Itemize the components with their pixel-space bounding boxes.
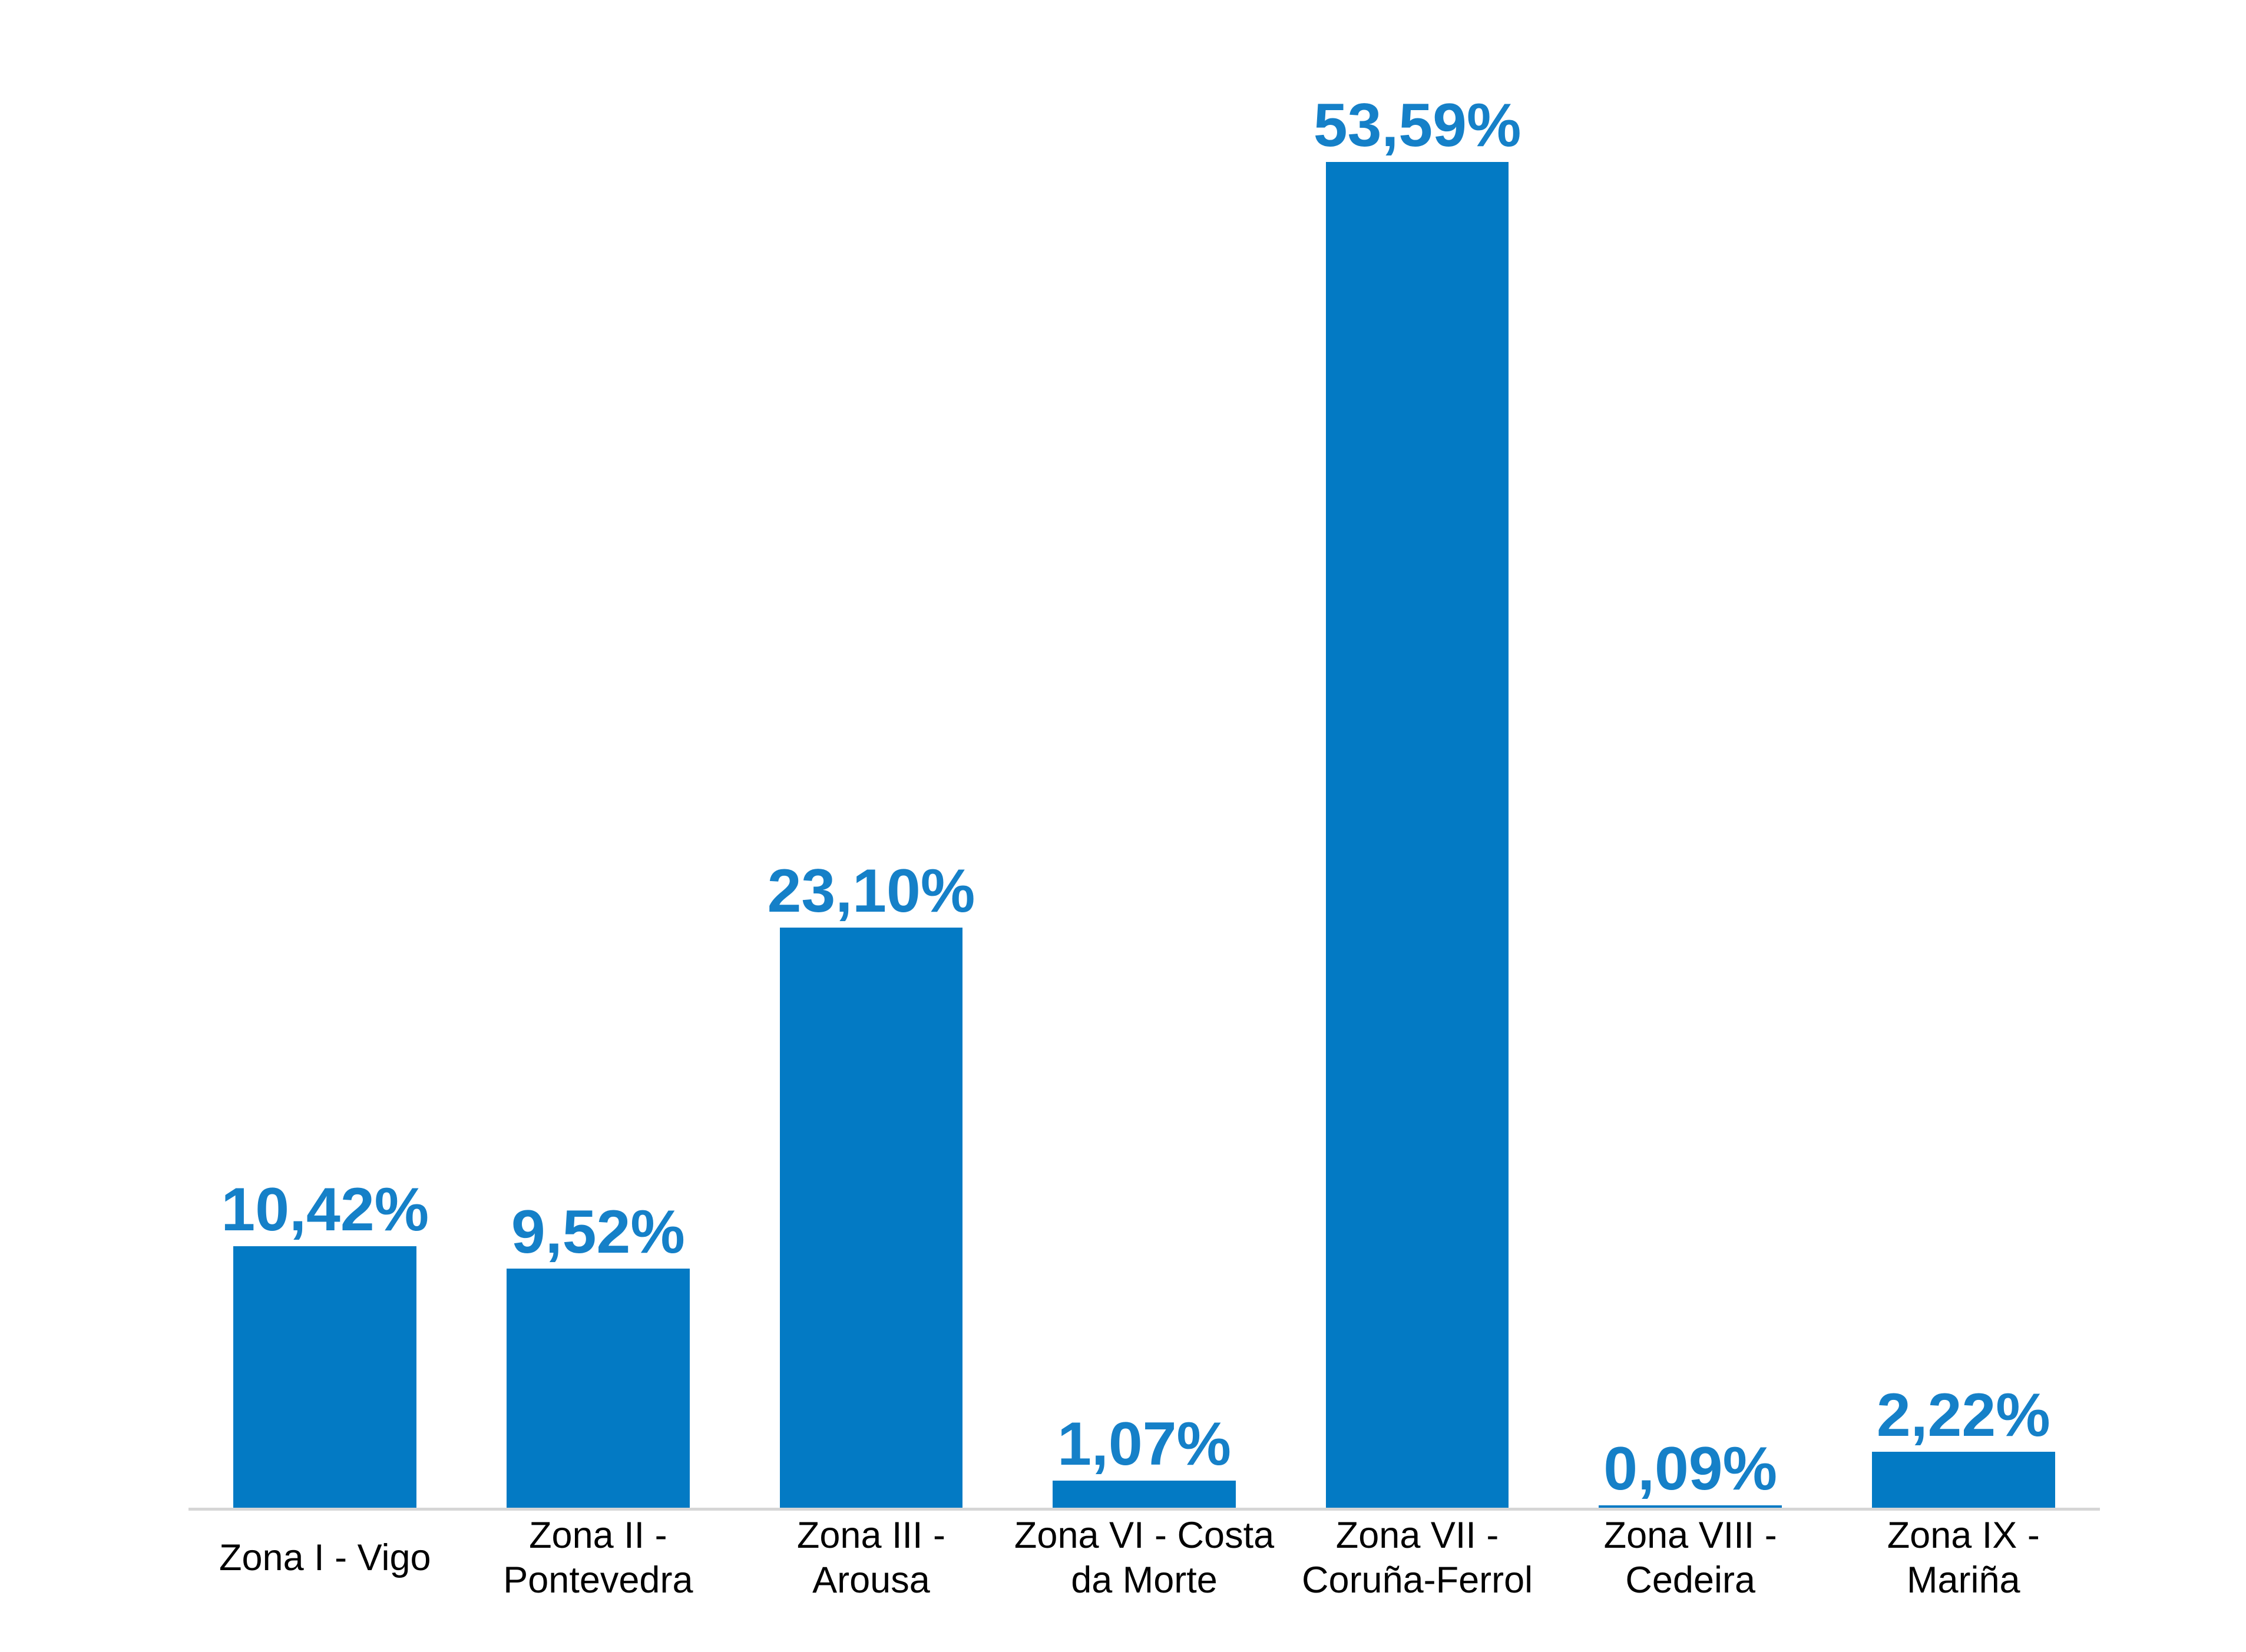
bar — [233, 1246, 417, 1508]
bar-column: 0,09% — [1554, 0, 1827, 1508]
category-label: Zona VI - Costa da Morte — [1014, 1515, 1275, 1601]
bar-value-label: 10,42% — [221, 1175, 429, 1244]
bar-column: 1,07% — [1008, 0, 1281, 1508]
x-axis-labels: Zona I - Vigo Zona II - Pontevedra Zona III… — [188, 1511, 2100, 1605]
plot-area: 10,42% 9,52% 23,10% 1,07% 53,59% 0,09% 2,22% — [188, 0, 2100, 1511]
category-label: Zona II - Pontevedra — [503, 1515, 693, 1601]
category-label: Zona IX - Mariña — [1887, 1515, 2040, 1601]
bar — [507, 1269, 690, 1508]
category-label: Zona VII - Coruña-Ferrol — [1302, 1515, 1533, 1601]
bar — [1599, 1505, 1782, 1508]
bar — [1053, 1481, 1236, 1508]
bar-value-label: 0,09% — [1603, 1434, 1778, 1503]
bar — [1325, 162, 1509, 1508]
bar-column: 2,22% — [1827, 0, 2100, 1508]
bar-value-label: 9,52% — [511, 1197, 685, 1266]
bar-column: 53,59% — [1281, 0, 1554, 1508]
bar-chart: 10,42% 9,52% 23,10% 1,07% 53,59% 0,09% 2,22% Z… — [188, 0, 2100, 1652]
bar-value-label: 2,22% — [1876, 1380, 2050, 1449]
bar-column: 9,52% — [462, 0, 735, 1508]
bar-column: 10,42% — [188, 0, 462, 1508]
bar-column: 23,10% — [735, 0, 1008, 1508]
bar-value-label: 23,10% — [767, 856, 975, 925]
bar — [1871, 1452, 2055, 1508]
bar-value-label: 53,59% — [1313, 91, 1521, 160]
category-label: Zona I - Vigo — [219, 1537, 431, 1578]
category-label: Zona VIII - Cedeira — [1603, 1515, 1777, 1601]
bar — [779, 928, 963, 1508]
bar-value-label: 1,07% — [1057, 1409, 1231, 1478]
category-label: Zona III - Arousa — [796, 1515, 945, 1601]
